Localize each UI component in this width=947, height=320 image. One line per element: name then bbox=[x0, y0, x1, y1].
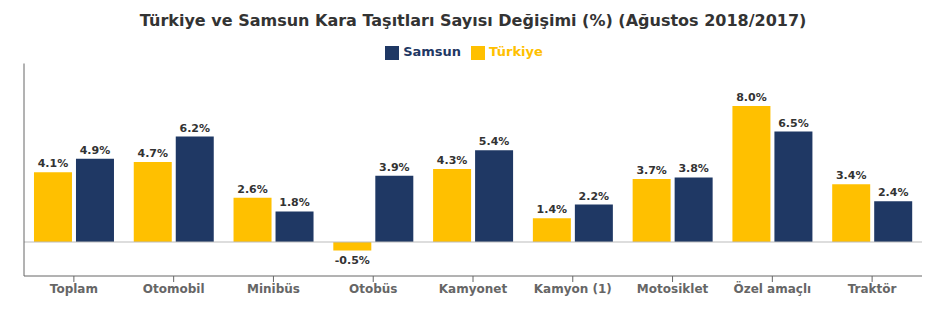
svg-text:4.1%: 4.1% bbox=[38, 157, 69, 170]
svg-text:Otobüs: Otobüs bbox=[349, 282, 397, 296]
svg-text:4.7%: 4.7% bbox=[137, 147, 168, 160]
svg-text:Otomobil: Otomobil bbox=[143, 282, 205, 296]
svg-text:Traktör: Traktör bbox=[848, 282, 897, 296]
svg-text:Minibüs: Minibüs bbox=[247, 282, 300, 296]
svg-text:6.5%: 6.5% bbox=[778, 117, 809, 130]
svg-text:Özel amaçlı: Özel amaçlı bbox=[734, 281, 812, 296]
svg-text:3.8%: 3.8% bbox=[678, 162, 709, 175]
svg-text:3.9%: 3.9% bbox=[379, 161, 410, 174]
svg-text:5.4%: 5.4% bbox=[479, 135, 510, 148]
svg-text:Toplam: Toplam bbox=[50, 282, 98, 296]
svg-text:Kamyon (1): Kamyon (1) bbox=[534, 282, 612, 296]
svg-text:2.2%: 2.2% bbox=[579, 190, 610, 203]
svg-text:-0.5%: -0.5% bbox=[335, 254, 370, 267]
svg-text:8.0%: 8.0% bbox=[736, 91, 767, 104]
svg-text:Kamyonet: Kamyonet bbox=[439, 282, 508, 296]
svg-text:6.2%: 6.2% bbox=[179, 122, 210, 135]
svg-text:4.9%: 4.9% bbox=[80, 144, 111, 157]
svg-text:3.7%: 3.7% bbox=[636, 164, 667, 177]
svg-text:2.4%: 2.4% bbox=[878, 186, 909, 199]
svg-text:3.4%: 3.4% bbox=[836, 169, 867, 182]
svg-text:Motosiklet: Motosiklet bbox=[637, 282, 709, 296]
svg-text:1.8%: 1.8% bbox=[279, 196, 310, 209]
html-text:Türkiye ve Samsun Kara Taşıtla: Türkiye ve Samsun Kara Taşıtları Sayısı … bbox=[139, 11, 807, 30]
html-text:Türkiye: Türkiye bbox=[489, 44, 543, 59]
svg-text:2.6%: 2.6% bbox=[237, 183, 268, 196]
svg-text:1.4%: 1.4% bbox=[537, 203, 568, 216]
svg-text:4.3%: 4.3% bbox=[437, 154, 468, 167]
html-text:Samsun: Samsun bbox=[403, 44, 462, 59]
